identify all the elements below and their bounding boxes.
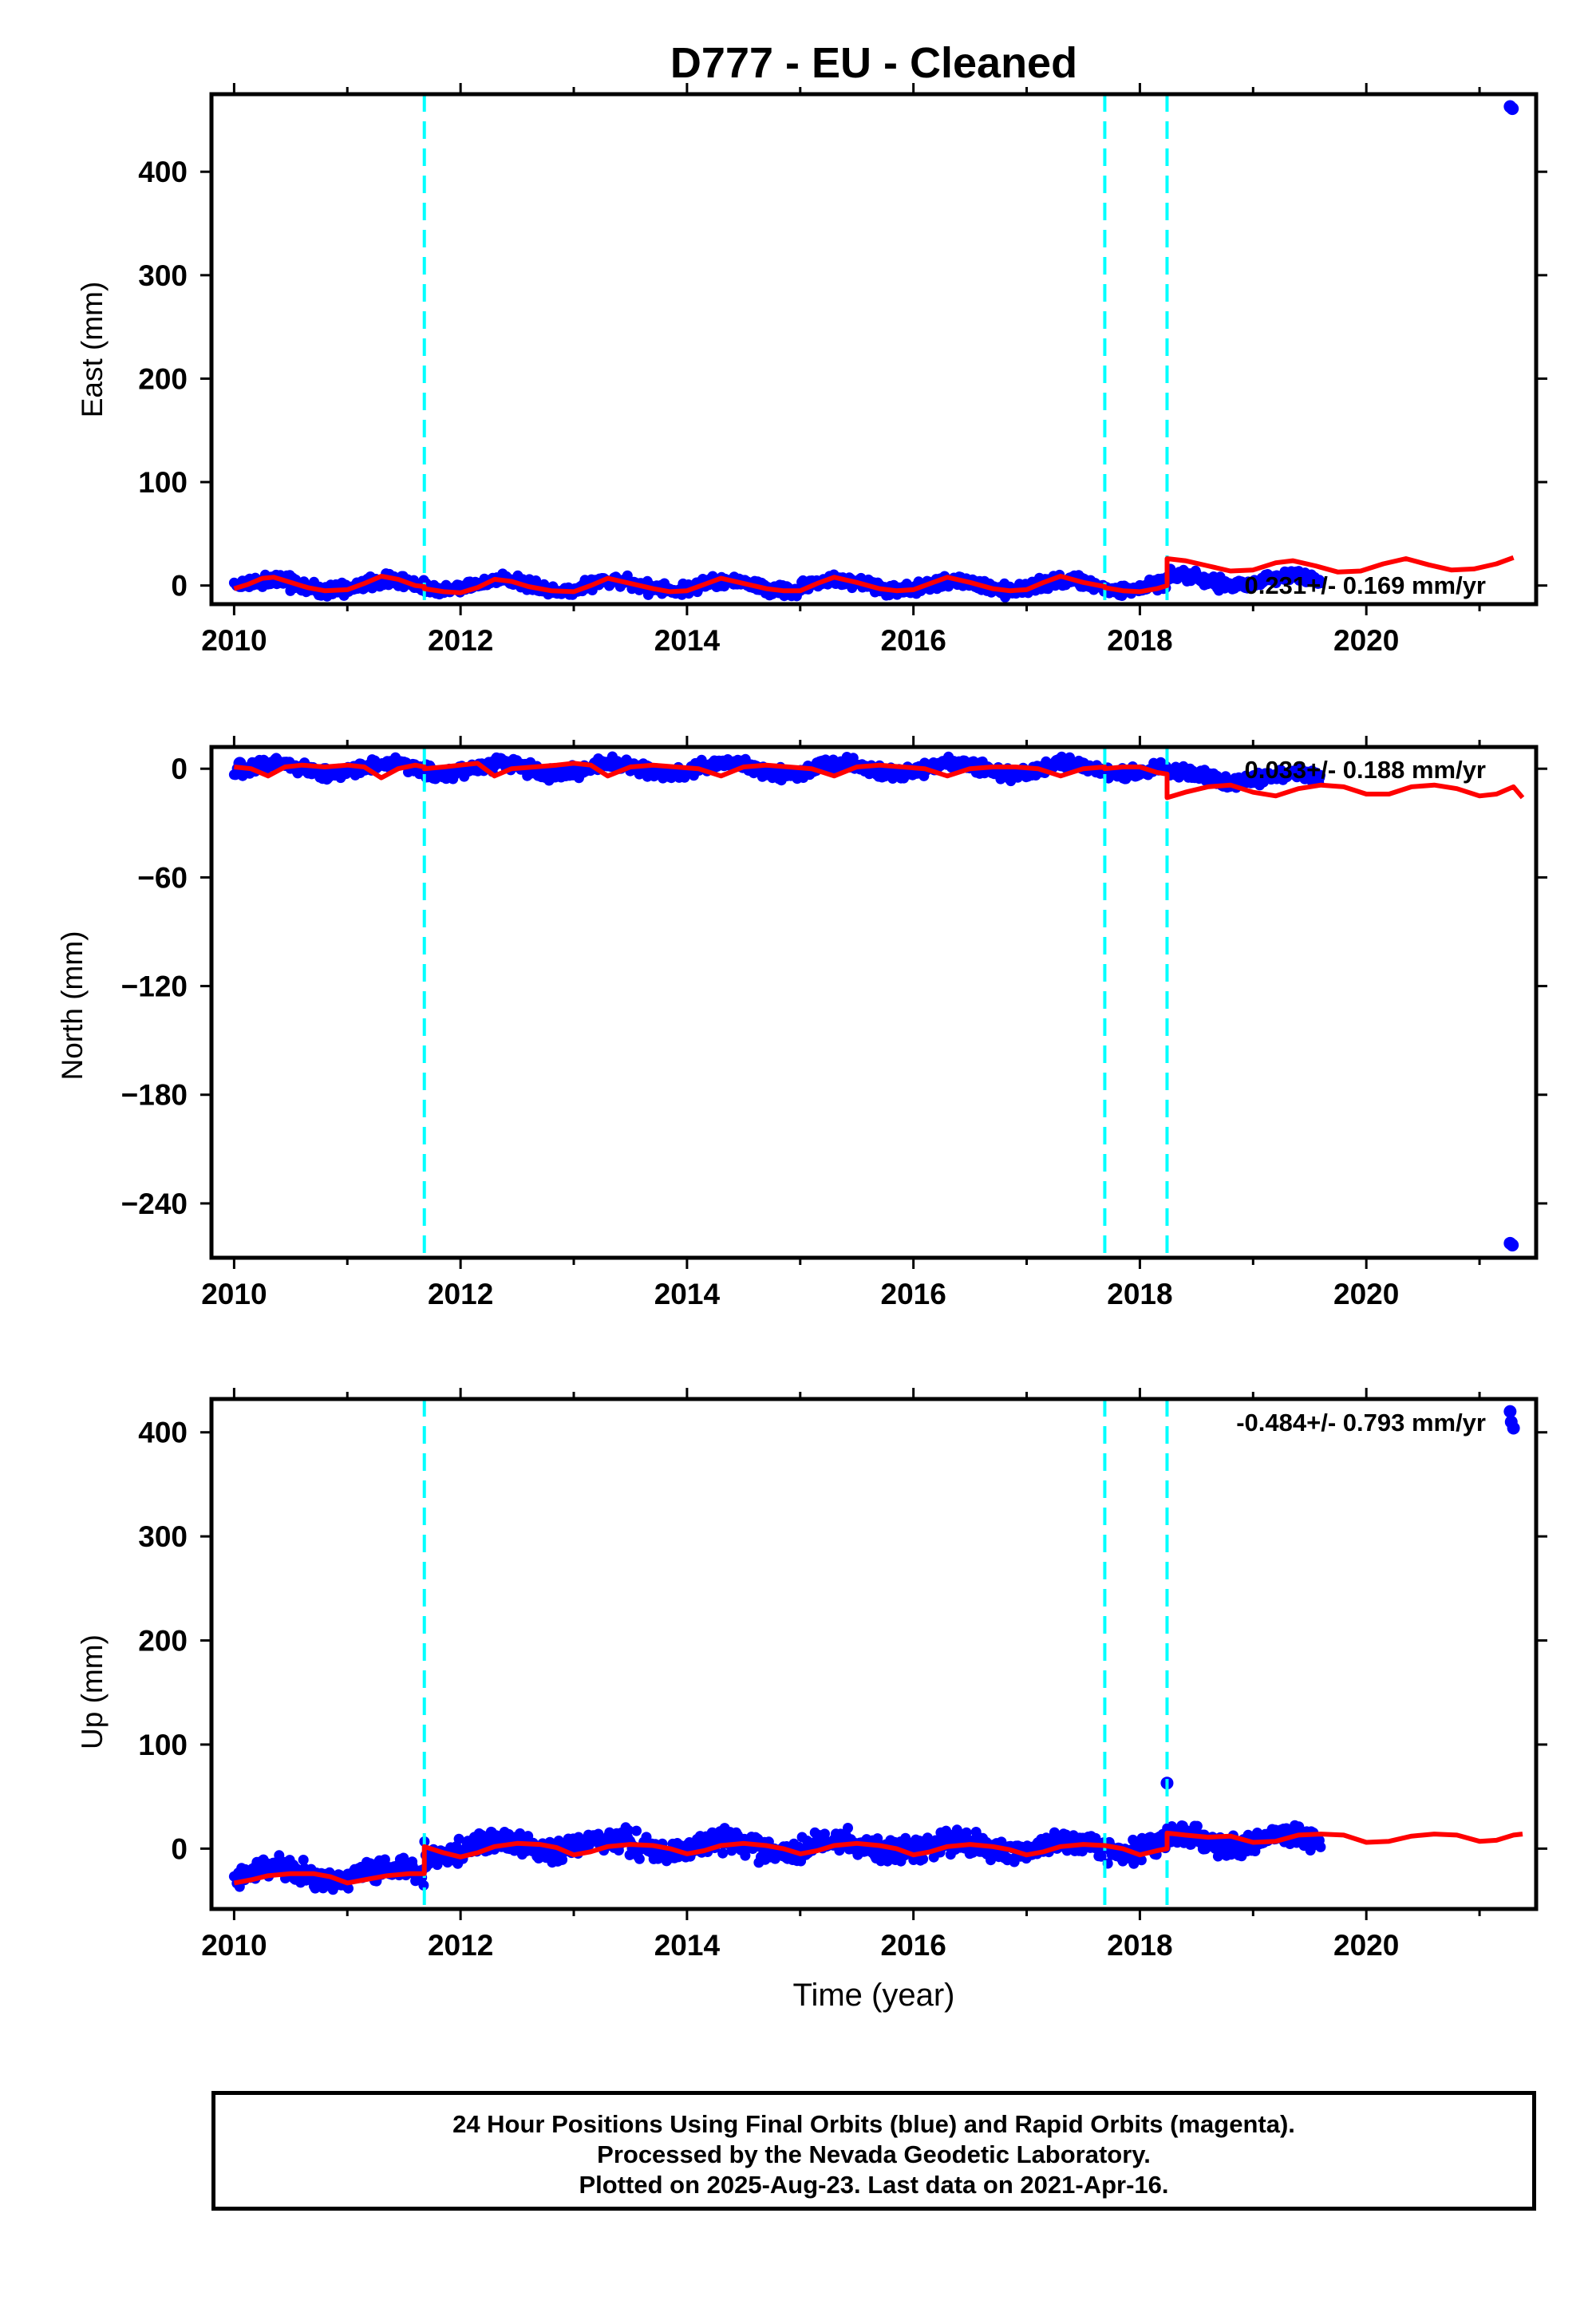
footer-line-plotted: Plotted on 2025-Aug-23. Last data on 202… — [579, 2171, 1169, 2199]
up-data-points — [228, 1820, 1326, 1895]
x-axis-label: Time (year) — [793, 1978, 955, 2013]
north-x-tick-label: 2010 — [201, 1278, 267, 1310]
north-y-tick-label: −240 — [121, 1188, 188, 1220]
up-x-tick-label: 2010 — [201, 1929, 267, 1962]
east-y-tick-label: 100 — [138, 466, 188, 499]
up-frame — [209, 1397, 1539, 1911]
panel-north-plot: 2010 2012 2014 2016 2018 2020 0 −60 −120 −180 −240 — [121, 736, 1547, 1310]
up-data-point — [634, 1853, 645, 1864]
up-outlier-point — [1503, 1405, 1517, 1418]
up-x-tick-label: 2018 — [1107, 1929, 1172, 1962]
east-x-tick-label: 2016 — [881, 624, 946, 657]
up-data-point — [717, 1848, 729, 1859]
up-data-point — [631, 1825, 642, 1836]
east-y-tick-label: 200 — [138, 362, 188, 395]
east-y-tick-label: 300 — [138, 259, 188, 292]
up-data-point — [1315, 1841, 1326, 1852]
up-data-point — [343, 1883, 354, 1894]
north-model-curve — [234, 761, 1525, 800]
up-data-point — [918, 1854, 929, 1864]
up-data-point — [453, 1833, 464, 1844]
north-frame — [209, 745, 1539, 1260]
up-x-tick-label: 2016 — [881, 1929, 946, 1962]
up-plot-area — [228, 1399, 1523, 1909]
north-y-tick-label: 0 — [171, 753, 188, 785]
up-data-point — [623, 1824, 634, 1836]
up-x-tick-label: 2020 — [1333, 1929, 1399, 1962]
up-y-tick-label: 300 — [138, 1520, 188, 1553]
up-model-curve — [233, 1830, 1523, 1886]
up-x-tick-label: 2012 — [428, 1929, 493, 1962]
north-x-tick-label: 2018 — [1107, 1278, 1172, 1310]
north-x-tick-label: 2012 — [428, 1278, 493, 1310]
panel-up: 2010 2012 2014 2016 2018 2020 0 100 200 300 400 Up… — [76, 1388, 1547, 2013]
east-outlier-point — [1506, 102, 1519, 116]
north-x-tick-label: 2014 — [654, 1278, 721, 1310]
panel-up-ylabel: Up (mm) — [76, 1634, 109, 1749]
north-x-tick-label: 2016 — [881, 1278, 946, 1310]
east-data-points — [228, 563, 1326, 603]
east-plot-area — [228, 94, 1519, 604]
panel-east-plot: 2010 2012 2014 2016 2018 2020 0 100 200 300 400 — [138, 83, 1547, 657]
up-data-point — [593, 1828, 604, 1840]
panel-east: 2010 2012 2014 2016 2018 2020 0 100 200 300 400 Ea… — [76, 83, 1547, 657]
north-y-tick-label: −180 — [121, 1079, 188, 1112]
east-x-tick-label: 2010 — [201, 624, 267, 657]
up-outlier-point — [1507, 1421, 1520, 1435]
up-y-tick-label: 400 — [138, 1417, 188, 1449]
up-data-point — [298, 1855, 309, 1865]
north-outlier-point — [1003, 771, 1017, 785]
footer-box: 24 Hour Positions Using Final Orbits (bl… — [211, 2091, 1536, 2211]
up-data-point — [740, 1850, 751, 1861]
panel-north-velocity: 0.033+/- 0.188 mm/yr — [1245, 756, 1486, 784]
up-y-tick-label: 0 — [171, 1832, 188, 1865]
footer-line-orbits: 24 Hour Positions Using Final Orbits (bl… — [452, 2110, 1295, 2138]
up-data-point — [1136, 1855, 1147, 1866]
up-data-point — [872, 1833, 883, 1844]
east-frame — [209, 92, 1539, 607]
up-y-tick-label: 200 — [138, 1625, 188, 1658]
east-model-curve — [233, 555, 1515, 595]
north-data-point — [1315, 769, 1325, 781]
panel-east-velocity: 0.231+/- 0.169 mm/yr — [1245, 571, 1486, 599]
up-data-point — [843, 1823, 853, 1833]
up-x-tick-label: 2014 — [654, 1929, 721, 1962]
east-data-point — [1315, 578, 1326, 589]
east-y-tick-label: 0 — [171, 570, 188, 603]
north-y-tick-label: −60 — [137, 861, 188, 894]
north-x-tick-label: 2020 — [1333, 1278, 1399, 1310]
north-plot-area — [228, 747, 1525, 1258]
footer-line-processed: Processed by the Nevada Geodetic Laborat… — [597, 2140, 1151, 2168]
east-x-tick-label: 2014 — [654, 624, 721, 657]
east-x-tick-label: 2020 — [1333, 624, 1399, 657]
east-y-tick-label: 400 — [138, 156, 188, 188]
east-x-tick-label: 2018 — [1107, 624, 1172, 657]
north-outlier-point — [1506, 1239, 1519, 1252]
panel-north-ylabel: North (mm) — [56, 931, 89, 1080]
figure-title: D777 - EU - Cleaned — [670, 39, 1077, 87]
panel-up-plot: 2010 2012 2014 2016 2018 2020 0 100 200 300 400 — [138, 1388, 1547, 1962]
panel-east-ylabel: East (mm) — [76, 282, 109, 418]
east-x-tick-label: 2012 — [428, 624, 493, 657]
north-y-tick-label: −120 — [121, 970, 188, 1003]
up-data-point — [557, 1854, 568, 1865]
panel-north: 2010 2012 2014 2016 2018 2020 0 −60 −120 −180 −240… — [56, 736, 1547, 1310]
panel-up-velocity: -0.484+/- 0.793 mm/yr — [1236, 1409, 1486, 1437]
up-data-point — [1191, 1820, 1203, 1832]
up-data-point — [418, 1879, 429, 1891]
up-y-tick-label: 100 — [138, 1729, 188, 1761]
